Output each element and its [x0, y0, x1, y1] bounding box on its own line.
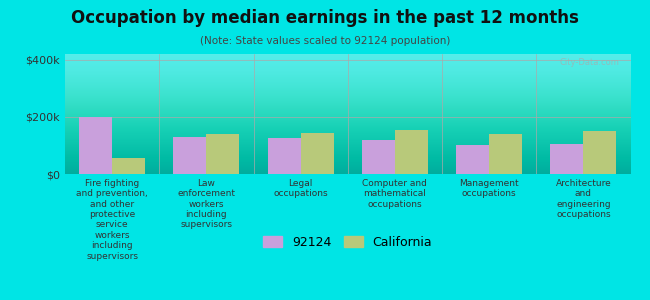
Legend: 92124, California: 92124, California: [258, 231, 437, 254]
Text: City-Data.com: City-Data.com: [559, 58, 619, 67]
Bar: [362, 140, 395, 174]
Text: (Note: State values scaled to 92124 population): (Note: State values scaled to 92124 popu…: [200, 36, 450, 46]
Bar: [174, 137, 207, 174]
Bar: [456, 146, 489, 174]
Text: Occupation by median earnings in the past 12 months: Occupation by median earnings in the pas…: [71, 9, 579, 27]
Bar: [584, 131, 616, 174]
Bar: [79, 117, 112, 174]
Bar: [300, 133, 333, 174]
Bar: [112, 158, 145, 174]
Bar: [395, 130, 428, 174]
Bar: [489, 134, 522, 174]
Bar: [268, 138, 300, 174]
Bar: [207, 134, 239, 174]
Bar: [551, 144, 584, 174]
